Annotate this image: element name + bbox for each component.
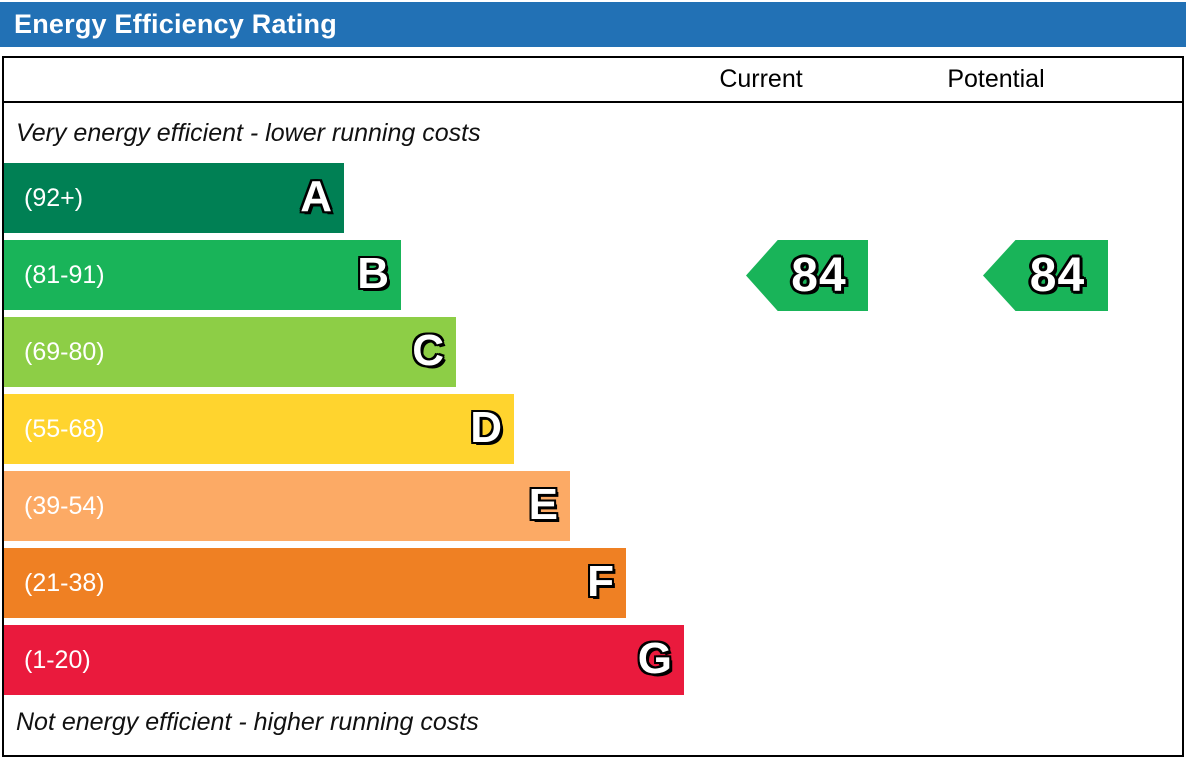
band-range-label: (55-68) xyxy=(24,415,105,443)
band-letter: B xyxy=(357,249,389,298)
title-bar: Energy Efficiency Rating xyxy=(0,2,1186,47)
band-range-label: (1-20) xyxy=(24,646,91,674)
band-letter: F xyxy=(587,557,614,606)
caption-not-efficient: Not energy efficient - higher running co… xyxy=(16,708,479,736)
band-row-b: (81-91) B xyxy=(4,240,401,310)
band-row-g: (1-20) G xyxy=(4,625,684,695)
band-row-f: (21-38) F xyxy=(4,548,626,618)
band-letter: A xyxy=(300,172,332,221)
band-row-d: (55-68) D xyxy=(4,394,514,464)
rating-bands: (92+) A (81-91) B (69-80) C (55-68) D (3… xyxy=(4,163,684,702)
band-letter: D xyxy=(470,403,502,452)
column-header-row: Current Potential xyxy=(4,58,1182,103)
band-range-label: (21-38) xyxy=(24,569,105,597)
band-row-e: (39-54) E xyxy=(4,471,570,541)
current-rating-value: 84 xyxy=(791,249,847,302)
page-title: Energy Efficiency Rating xyxy=(14,9,337,39)
potential-rating-value: 84 xyxy=(1029,249,1086,302)
band-row-a: (92+) A xyxy=(4,163,344,233)
column-header-potential: Potential xyxy=(947,65,1045,93)
band-letter: E xyxy=(528,480,558,529)
column-header-current: Current xyxy=(719,65,803,93)
band-row-c: (69-80) C xyxy=(4,317,456,387)
rating-chart-box: Current Potential Very energy efficient … xyxy=(2,56,1184,757)
band-range-label: (39-54) xyxy=(24,492,105,520)
band-letter: G xyxy=(637,634,672,683)
band-range-label: (92+) xyxy=(24,184,84,212)
band-letter: C xyxy=(412,326,444,375)
band-range-label: (81-91) xyxy=(24,261,105,289)
band-range-label: (69-80) xyxy=(24,338,105,366)
caption-very-efficient: Very energy efficient - lower running co… xyxy=(16,119,481,147)
